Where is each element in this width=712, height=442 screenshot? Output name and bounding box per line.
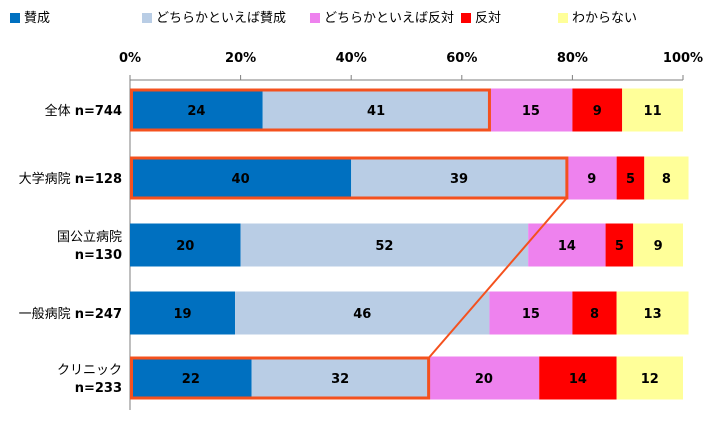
highlight-box-2: [130, 156, 569, 200]
bar-2-series-2: [351, 156, 567, 200]
legend-swatch-1: [10, 13, 20, 23]
bar-5-series-4: [539, 356, 617, 400]
bar-4-series-2: [235, 291, 490, 335]
category-name-2: 大学病院: [19, 171, 75, 187]
highlight-box-3: [130, 356, 431, 400]
bar-5-series-5: [616, 356, 683, 400]
bar-3-series-4: [605, 223, 634, 267]
data-label-1-2: 41: [367, 104, 385, 119]
data-label-2-1: 40: [232, 172, 250, 187]
bar-2-series-4: [616, 156, 645, 200]
bar-3-series-2: [240, 223, 529, 267]
bar-2-series-3: [566, 156, 617, 200]
highlight-connector-line: [427, 197, 568, 359]
bar-1-series-5: [622, 88, 683, 132]
data-label-3-3: 14: [558, 239, 576, 254]
bar-1-series-4: [572, 88, 623, 132]
legend-swatch-4: [461, 13, 471, 23]
bar-2-series-1: [130, 156, 352, 200]
x-tick-label-20: 20%: [225, 51, 256, 66]
data-label-1-1: 24: [187, 104, 205, 119]
legend-swatch-5: [558, 13, 568, 23]
legend-label-4: 反対: [475, 11, 501, 26]
x-tick-label-0: 0%: [119, 51, 141, 66]
legend-label-1: 賛成: [24, 11, 50, 26]
bar-3-series-1: [130, 223, 241, 267]
category-name-4: 一般病院: [19, 306, 75, 322]
bar-4-series-5: [616, 291, 689, 335]
legend-label-3: どちらかといえば反対: [324, 11, 454, 26]
data-label-4-5: 13: [644, 307, 662, 322]
category-name-1: 全体: [45, 103, 75, 119]
data-label-2-5: 8: [662, 172, 671, 187]
data-label-4-2: 46: [353, 307, 371, 322]
bar-3-series-5: [633, 223, 683, 267]
data-label-5-4: 14: [569, 372, 587, 387]
bar-4-series-1: [130, 291, 236, 335]
category-n-3: n=130: [75, 248, 122, 263]
data-label-5-3: 20: [475, 372, 493, 387]
x-tick-label-40: 40%: [336, 51, 367, 66]
bar-1-series-3: [489, 88, 573, 132]
category-n-4: n=247: [75, 307, 122, 322]
data-label-3-1: 20: [176, 239, 194, 254]
legend-swatch-3: [310, 13, 320, 23]
data-label-3-5: 9: [654, 239, 663, 254]
data-label-2-4: 5: [626, 172, 635, 187]
data-label-1-3: 15: [522, 104, 540, 119]
category-n-1: n=744: [75, 104, 122, 119]
data-label-5-2: 32: [331, 372, 349, 387]
category-n-5: n=233: [75, 381, 122, 396]
legend-label-2: どちらかといえば賛成: [156, 11, 286, 26]
data-label-2-3: 9: [587, 172, 596, 187]
bar-3-series-3: [528, 223, 606, 267]
bar-5-series-1: [130, 356, 252, 400]
bar-1-series-2: [262, 88, 490, 132]
bar-2-series-5: [644, 156, 689, 200]
data-label-4-3: 15: [522, 307, 540, 322]
data-label-2-2: 39: [450, 172, 468, 187]
data-label-3-4: 5: [615, 239, 624, 254]
data-label-4-1: 19: [173, 307, 191, 322]
bar-4-series-3: [489, 291, 573, 335]
x-tick-label-80: 80%: [557, 51, 588, 66]
bar-5-series-3: [428, 356, 540, 400]
category-label-5: クリニック: [57, 363, 122, 378]
legend-swatch-2: [142, 13, 152, 23]
bar-4-series-4: [572, 291, 617, 335]
category-label-4: 一般病院 n=247: [19, 306, 122, 322]
bar-5-series-2: [251, 356, 429, 400]
highlight-box-1: [130, 88, 491, 132]
x-tick-label-60: 60%: [446, 51, 477, 66]
data-label-4-4: 8: [590, 307, 599, 322]
data-label-3-2: 52: [375, 239, 393, 254]
x-tick-label-100: 100%: [663, 51, 703, 66]
category-label-2: 大学病院 n=128: [19, 171, 122, 187]
data-label-1-5: 11: [644, 104, 662, 119]
category-label-3: 国公立病院: [57, 230, 122, 245]
data-label-5-1: 22: [182, 372, 200, 387]
data-label-5-5: 12: [641, 372, 659, 387]
legend-label-5: わからない: [572, 11, 637, 26]
bar-1-series-1: [130, 88, 263, 132]
category-label-1: 全体 n=744: [45, 103, 122, 119]
category-n-2: n=128: [75, 172, 122, 187]
data-label-1-4: 9: [593, 104, 602, 119]
